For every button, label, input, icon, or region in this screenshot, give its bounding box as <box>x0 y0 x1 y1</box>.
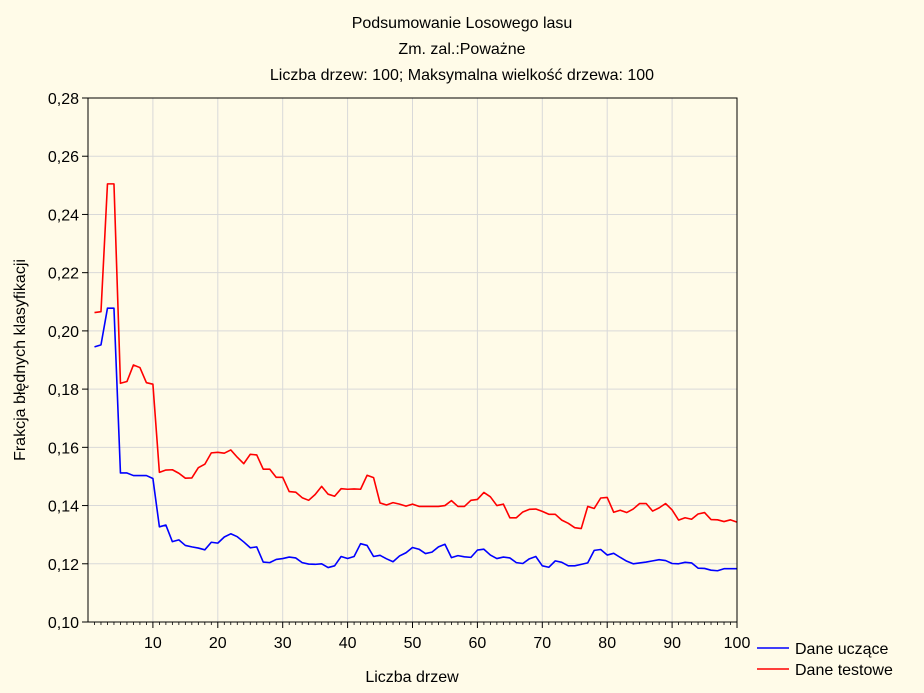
chart-title: Podsumowanie Losowego lasu Zm. zal.:Powa… <box>270 15 654 84</box>
y-axis: 0,10 0,12 0,14 0,16 0,18 0,20 0,22 0,24 0,26 0,28 <box>48 91 88 632</box>
y-tick-label: 0,18 <box>48 382 79 399</box>
x-tick-label: 50 <box>404 635 422 652</box>
y-tick-label: 0,10 <box>48 615 79 632</box>
legend-label-train: Dane uczące <box>795 641 888 658</box>
y-tick-label: 0,20 <box>48 324 79 341</box>
grid <box>88 98 737 622</box>
y-tick-label: 0,28 <box>48 91 79 108</box>
x-tick-label: 40 <box>339 635 357 652</box>
y-tick-label: 0,24 <box>48 207 79 224</box>
series-lines <box>94 183 738 572</box>
y-tick-label: 0,12 <box>48 557 79 574</box>
x-tick-label: 80 <box>598 635 616 652</box>
series-line-test <box>94 183 738 530</box>
legend-label-test: Dane testowe <box>795 662 893 679</box>
series-line-train <box>94 307 737 572</box>
legend: Dane uczące Dane testowe <box>757 641 893 679</box>
y-tick-label: 0,16 <box>48 440 79 457</box>
y-axis-label: Frakcja błędnych klasyfikacji <box>12 259 29 461</box>
x-tick-label: 90 <box>663 635 681 652</box>
x-tick-label: 70 <box>533 635 551 652</box>
x-tick-label: 60 <box>469 635 487 652</box>
title-line-3: Liczba drzew: 100; Maksymalna wielkość d… <box>270 67 654 84</box>
x-tick-label: 100 <box>724 635 751 652</box>
y-tick-label: 0,14 <box>48 499 79 516</box>
title-line-1: Podsumowanie Losowego lasu <box>352 15 573 32</box>
y-tick-label: 0,22 <box>48 266 79 283</box>
title-line-2: Zm. zal.:Poważne <box>398 41 525 58</box>
x-tick-label: 30 <box>274 635 292 652</box>
x-axis-label: Liczba drzew <box>365 669 459 686</box>
y-tick-label: 0,26 <box>48 149 79 166</box>
x-tick-label: 10 <box>144 635 162 652</box>
x-tick-label: 20 <box>209 635 227 652</box>
x-axis: 10 20 30 40 50 60 70 80 90 100 <box>94 622 750 652</box>
